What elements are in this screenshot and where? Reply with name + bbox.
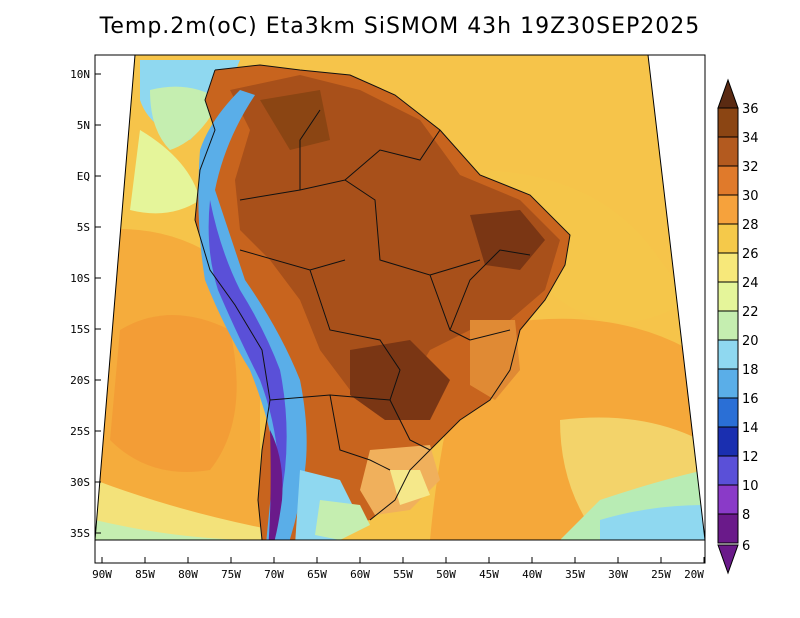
- lon-label: 85W: [135, 568, 155, 581]
- lat-label: 35S: [70, 527, 90, 540]
- colorbar-box: [717, 107, 739, 138]
- colorbar-label: 28: [742, 218, 759, 233]
- colorbar-label: 12: [742, 450, 759, 465]
- colorbar-top-arrow: [717, 78, 739, 109]
- colorbar-label: 24: [742, 276, 759, 291]
- lon-label: 20W: [684, 568, 704, 581]
- lon-label: 90W: [92, 568, 112, 581]
- colorbar-bottom-arrow: [717, 544, 739, 575]
- colorbar-box: [717, 281, 739, 312]
- colorbar-label: 36: [742, 102, 759, 117]
- country-borders: [194, 64, 571, 540]
- lon-label: 80W: [178, 568, 198, 581]
- colorbar-label: 34: [742, 131, 759, 146]
- colorbar-label: 16: [742, 392, 759, 407]
- lon-label: 30W: [608, 568, 628, 581]
- lon-label: 25W: [651, 568, 671, 581]
- colorbar-label: 10: [742, 479, 759, 494]
- northeast-hot-core: [470, 210, 545, 270]
- colorbar-box: [717, 223, 739, 254]
- lat-label: 15S: [70, 323, 90, 336]
- lon-label: 40W: [522, 568, 542, 581]
- lat-label: 25S: [70, 425, 90, 438]
- lon-label: 65W: [307, 568, 327, 581]
- latitude-axis: 10N 5N EQ 5S 10S 15S 20S 25S 30S 35S: [70, 68, 101, 540]
- colorbar-label: 20: [742, 334, 759, 349]
- map-panel: [94, 54, 706, 564]
- central-west-hot-core: [350, 340, 450, 420]
- lon-label: 45W: [479, 568, 499, 581]
- colorbar-box: [717, 426, 739, 457]
- colorbar-box: [717, 397, 739, 428]
- lat-label: 20S: [70, 374, 90, 387]
- hot-interior-region: [230, 75, 560, 400]
- andes-coldest-strip: [208, 200, 287, 540]
- lon-label: 50W: [436, 568, 456, 581]
- colorbar-label: 18: [742, 363, 759, 378]
- lat-label: 10S: [70, 272, 90, 285]
- lon-label: 55W: [393, 568, 413, 581]
- colorbar: 36 34 32 30 28 26 24 22 20 18 16 14 12 1…: [717, 78, 759, 575]
- colorbar-box: [717, 484, 739, 515]
- colorbar-box: [717, 136, 739, 167]
- colorbar-label: 8: [742, 508, 750, 523]
- colorbar-label: 30: [742, 189, 759, 204]
- lat-label: 5N: [77, 119, 90, 132]
- patagonia-mild: [315, 500, 370, 540]
- colorbar-box: [717, 339, 739, 370]
- lat-label: EQ: [77, 170, 90, 183]
- colorbar-label: 22: [742, 305, 759, 320]
- lon-label: 75W: [221, 568, 241, 581]
- north-hot-core: [260, 90, 330, 150]
- colorbar-label: 6: [742, 539, 750, 554]
- colorbar-box: [717, 368, 739, 399]
- lon-label: 70W: [264, 568, 284, 581]
- southeast-coldest-band: [600, 505, 705, 540]
- southwest-cool-band: [95, 520, 260, 540]
- colorbar-label: 26: [742, 247, 759, 262]
- caribbean-mild-patch: [150, 86, 220, 150]
- colorbar-label: 14: [742, 421, 759, 436]
- lat-label: 10N: [70, 68, 90, 81]
- southern-andes-freezing: [268, 430, 283, 540]
- colorbar-box: [717, 194, 739, 225]
- lat-label: 30S: [70, 476, 90, 489]
- lon-label: 60W: [350, 568, 370, 581]
- colorbar-label: 32: [742, 160, 759, 175]
- lat-label: 5S: [77, 221, 90, 234]
- colorbar-box: [717, 513, 739, 544]
- colorbar-box: [717, 310, 739, 341]
- colorbar-boxes: [717, 107, 739, 544]
- southern-brazil-cool: [390, 470, 430, 505]
- lon-label: 35W: [565, 568, 585, 581]
- map-title: Temp.2m(oC) Eta3km SiSMOM 43h 19Z30SEP20…: [99, 14, 701, 39]
- colorbar-box: [717, 455, 739, 486]
- longitude-axis: 90W 85W 80W 75W 70W 65W 60W 55W 50W 45W …: [92, 557, 705, 581]
- southern-cool-band: [95, 480, 330, 540]
- colorbar-box: [717, 165, 739, 196]
- pacific-warm-core: [110, 315, 237, 472]
- colorbar-box: [717, 252, 739, 283]
- map-frame: [94, 54, 706, 564]
- brazilian-highlands-mild: [470, 320, 520, 400]
- pacific-equatorial-patch: [130, 130, 200, 214]
